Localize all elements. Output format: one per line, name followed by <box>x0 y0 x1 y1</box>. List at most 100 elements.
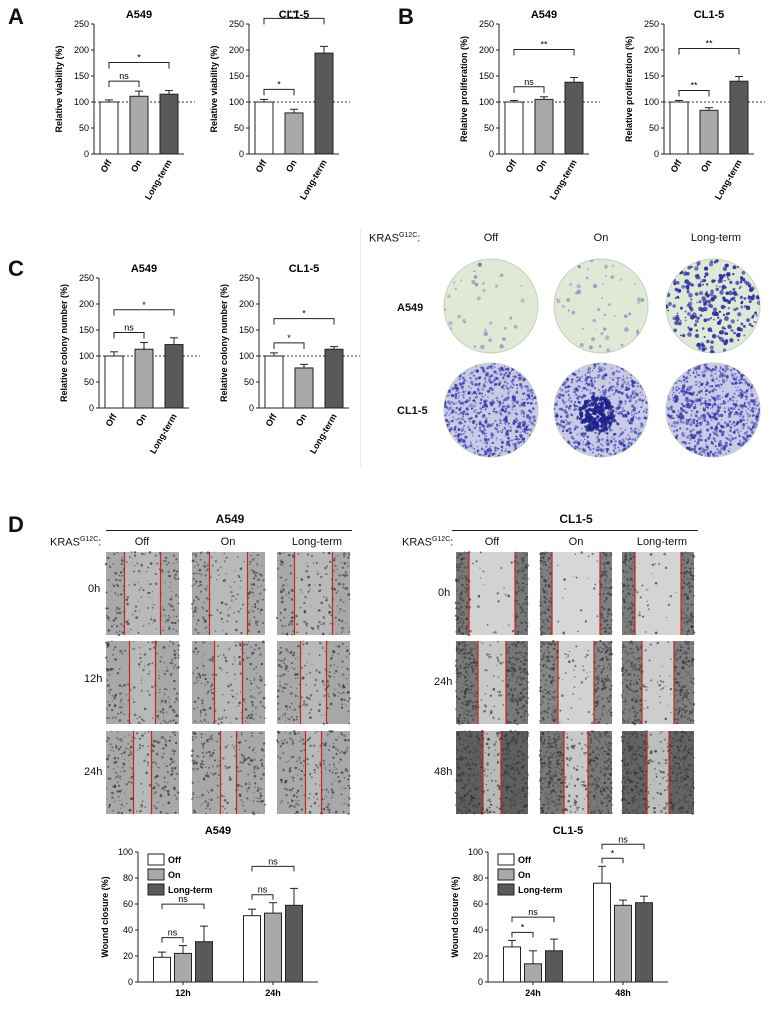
cell-speck <box>261 799 264 803</box>
cell-speck <box>249 800 251 802</box>
colony-dot <box>732 438 734 440</box>
colony-dot <box>584 383 586 386</box>
colony-dot <box>712 437 714 439</box>
cell-speck <box>175 558 178 561</box>
cell-speck <box>205 721 208 723</box>
cell-speck <box>132 700 136 704</box>
cell-speck <box>340 750 343 753</box>
cell-speck <box>341 803 343 805</box>
colony-dot <box>505 408 508 410</box>
cell-speck <box>208 757 211 759</box>
colony-dot <box>690 414 693 417</box>
cell-speck <box>280 600 284 604</box>
colony-dot <box>694 447 696 450</box>
cell-speck <box>343 610 346 613</box>
colony-dot <box>626 395 629 398</box>
colony-dot <box>624 400 627 403</box>
cell-speck <box>193 567 195 569</box>
cell-speck <box>257 786 259 788</box>
colony-dot <box>738 414 742 418</box>
cell-speck <box>197 650 200 653</box>
colony-dot <box>674 320 679 326</box>
colony-dot <box>741 270 746 275</box>
cell-speck <box>527 622 529 624</box>
bar <box>564 81 584 155</box>
cell-speck <box>119 778 121 780</box>
colony-dot <box>731 437 735 441</box>
colony-dot <box>475 423 478 426</box>
colony-dot <box>696 316 700 320</box>
cell-speck <box>251 711 254 713</box>
colony-dot <box>559 387 561 390</box>
colony-dot <box>597 432 601 435</box>
cell-speck <box>333 769 336 771</box>
cell-speck <box>346 587 348 589</box>
cell-speck <box>210 798 213 802</box>
cell-speck <box>156 752 158 755</box>
cell-speck <box>152 787 155 790</box>
colony-dot <box>446 394 449 397</box>
colony-dot <box>705 347 708 350</box>
colony-dot <box>461 385 464 388</box>
colony-dot <box>689 385 693 390</box>
cell-speck <box>120 811 124 815</box>
colony-dot <box>468 385 470 388</box>
colony-dot <box>749 403 752 406</box>
colony-dot <box>562 401 565 404</box>
cell-speck <box>220 717 224 720</box>
cell-speck <box>303 664 306 667</box>
colony-dot <box>729 440 732 443</box>
colony-dot <box>679 418 682 421</box>
colony-dot <box>701 296 706 301</box>
cell-speck <box>130 563 132 565</box>
colony-dot <box>721 374 725 377</box>
cell-speck <box>284 657 286 660</box>
colony-dot <box>697 416 702 421</box>
colony-dot <box>640 297 645 302</box>
colony-dot <box>573 388 576 391</box>
cell-speck <box>208 707 212 710</box>
cell-speck <box>198 584 201 587</box>
colony-dot <box>733 383 735 385</box>
cell-speck <box>153 792 155 795</box>
colony-dot <box>567 309 570 312</box>
colony-dot <box>599 396 604 401</box>
cell-speck <box>258 573 262 576</box>
colony-dot <box>681 416 684 419</box>
cell-speck <box>213 749 215 751</box>
cell-speck <box>204 684 207 686</box>
cell-speck <box>216 784 219 787</box>
colony-dot <box>476 383 478 385</box>
cell-speck <box>217 796 219 798</box>
cell-speck <box>133 713 137 717</box>
colony-dot <box>732 399 735 402</box>
colony-dot <box>750 295 755 301</box>
cell-speck <box>195 676 199 680</box>
colony-dot <box>697 283 702 288</box>
colony-dot <box>598 365 601 368</box>
cell-speck <box>461 570 464 573</box>
cell-speck <box>253 771 256 774</box>
cell-speck <box>108 692 111 695</box>
colony-dot <box>501 430 504 432</box>
colony-dot <box>520 386 523 389</box>
cell-speck <box>337 775 340 779</box>
colony-dot <box>700 428 703 431</box>
cell-speck <box>334 616 337 619</box>
cell-speck <box>316 798 319 800</box>
cell-speck <box>139 610 141 612</box>
colony-dot <box>584 394 587 397</box>
cell-speck <box>163 672 166 675</box>
y-tick-label: 100 <box>229 97 244 107</box>
colony-dot <box>499 344 504 349</box>
colony-dot <box>729 380 731 382</box>
colony-dot <box>522 401 526 405</box>
cell-speck <box>255 697 257 699</box>
colony-dot <box>509 445 511 448</box>
colony-dot <box>706 422 710 426</box>
cell-speck <box>320 601 323 605</box>
colony-dot <box>688 442 691 445</box>
cell-speck <box>174 656 177 659</box>
colony-dot <box>582 441 585 443</box>
colony-dot <box>462 426 465 429</box>
